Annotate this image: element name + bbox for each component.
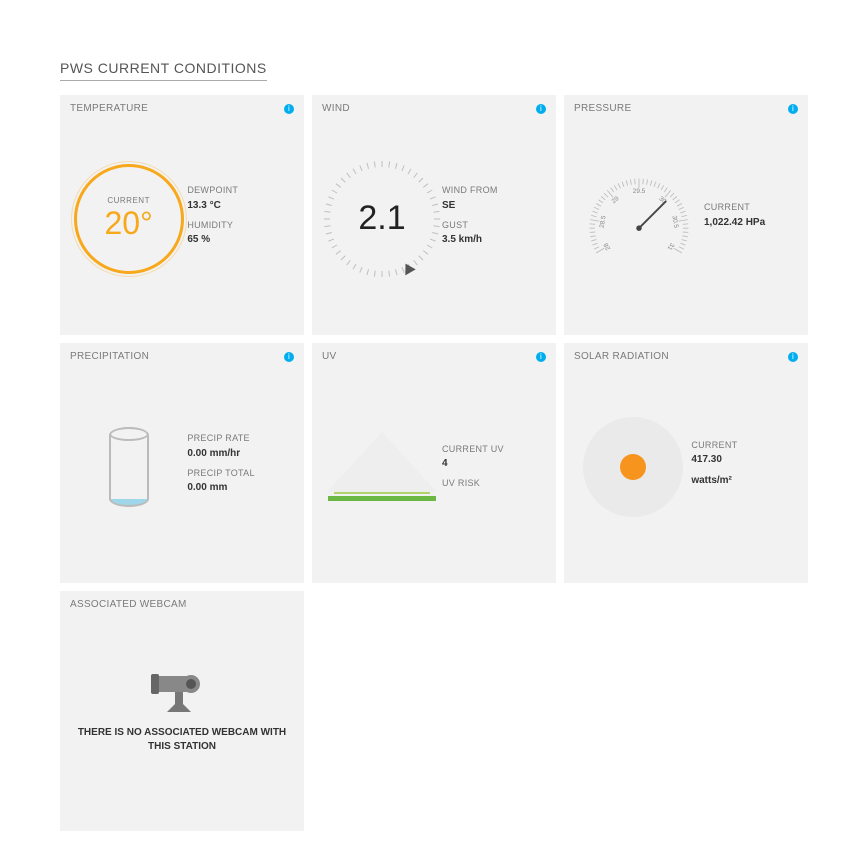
- temperature-current-label: CURRENT: [107, 196, 150, 205]
- temperature-gauge: CURRENT 20°: [74, 164, 184, 274]
- svg-text:28: 28: [602, 241, 612, 251]
- precipitation-title: PRECIPITATION: [70, 351, 149, 362]
- precip-total-value: 0.00 mm: [187, 480, 294, 495]
- conditions-grid: TEMPERATURE i CURRENT 20° DEWPOINT 13.3 …: [60, 95, 808, 831]
- temperature-title: TEMPERATURE: [70, 103, 148, 114]
- info-icon[interactable]: i: [788, 104, 798, 114]
- pressure-current-value: 1,022.42 HPa: [704, 215, 798, 230]
- temperature-current-value: 20°: [104, 205, 152, 242]
- gust-value: 3.5 km/h: [442, 232, 546, 247]
- card-precipitation: PRECIPITATION i PRECIP RATE 0.00 mm/hr P…: [60, 343, 304, 583]
- pressure-title: PRESSURE: [574, 103, 631, 114]
- humidity-value: 65 %: [187, 232, 294, 247]
- solar-gauge: [583, 417, 683, 517]
- uv-current-label: CURRENT UV: [442, 443, 546, 457]
- card-webcam: ASSOCIATED WEBCAM THERE IS NO ASSOCIATED…: [60, 591, 304, 831]
- wind-from-value: SE: [442, 198, 546, 213]
- card-wind: WIND i 2.1 WIND FROM SE GUST 3.5 km/h: [312, 95, 556, 335]
- humidity-label: HUMIDITY: [187, 219, 294, 233]
- dewpoint-value: 13.3 °C: [187, 198, 294, 213]
- wind-ticks: [322, 159, 442, 279]
- uv-current-value: 4: [442, 456, 546, 471]
- wind-title: WIND: [322, 103, 350, 114]
- dewpoint-label: DEWPOINT: [187, 184, 294, 198]
- svg-text:29.5: 29.5: [633, 188, 646, 195]
- section-title: PWS CURRENT CONDITIONS: [60, 60, 267, 81]
- card-uv: UV i CURRENT UV 4 UV RISK: [312, 343, 556, 583]
- solar-dot-icon: [620, 454, 646, 480]
- solar-current-label: CURRENT: [691, 439, 798, 453]
- svg-text:30.5: 30.5: [670, 215, 679, 229]
- solar-unit: watts/m²: [691, 473, 798, 488]
- uv-risk-label: UV RISK: [442, 477, 546, 491]
- info-icon[interactable]: i: [788, 352, 798, 362]
- uv-title: UV: [322, 351, 337, 362]
- info-icon[interactable]: i: [284, 352, 294, 362]
- info-icon[interactable]: i: [284, 104, 294, 114]
- precipitation-cylinder-icon: [109, 427, 149, 507]
- uv-pyramid-icon: [322, 432, 442, 501]
- info-icon[interactable]: i: [536, 352, 546, 362]
- svg-text:31: 31: [666, 241, 676, 251]
- precip-rate-value: 0.00 mm/hr: [187, 446, 294, 461]
- pressure-current-label: CURRENT: [704, 201, 798, 215]
- wind-gauge: 2.1: [322, 159, 442, 279]
- card-solar: SOLAR RADIATION i CURRENT 417.30 watts/m…: [564, 343, 808, 583]
- webcam-title: ASSOCIATED WEBCAM: [70, 599, 187, 610]
- solar-title: SOLAR RADIATION: [574, 351, 669, 362]
- info-icon[interactable]: i: [536, 104, 546, 114]
- wind-from-label: WIND FROM: [442, 184, 546, 198]
- svg-text:28.5: 28.5: [599, 214, 608, 228]
- gust-label: GUST: [442, 219, 546, 233]
- precip-total-label: PRECIP TOTAL: [187, 467, 294, 481]
- precip-rate-label: PRECIP RATE: [187, 432, 294, 446]
- webcam-icon: [147, 666, 217, 716]
- pressure-gauge: 2828.52929.53030.531: [574, 164, 704, 274]
- card-pressure: PRESSURE i 2828.52929.53030.531 CURRENT …: [564, 95, 808, 335]
- webcam-message: THERE IS NO ASSOCIATED WEBCAM WITH THIS …: [70, 726, 294, 754]
- card-temperature: TEMPERATURE i CURRENT 20° DEWPOINT 13.3 …: [60, 95, 304, 335]
- solar-current-value: 417.30: [691, 452, 798, 467]
